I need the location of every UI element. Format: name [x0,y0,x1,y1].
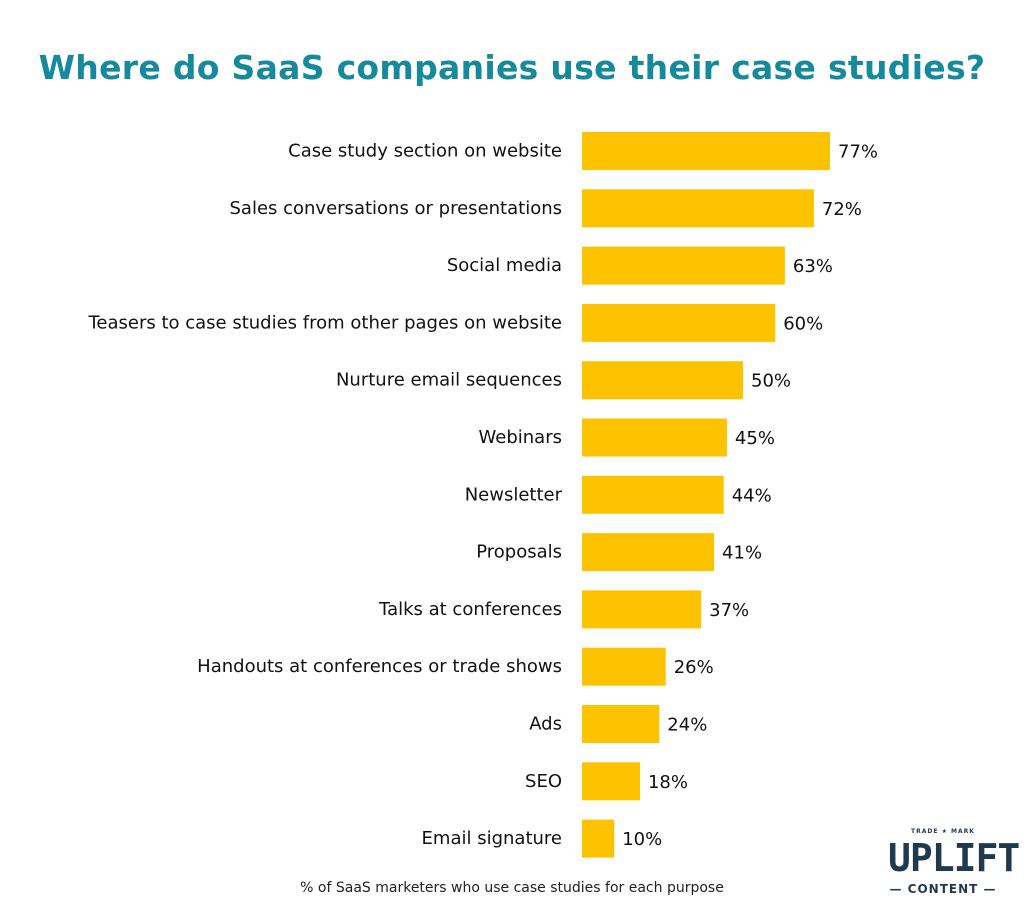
logo-trademark-text: TRADE ★ MARK [911,828,975,835]
chart-caption: % of SaaS marketers who use case studies… [300,880,724,896]
data-label: 26% [674,657,714,678]
category-label: Social media [447,255,562,276]
bar [582,533,715,572]
category-label: Nurture email sequences [336,370,562,391]
category-label: Webinars [479,427,562,448]
bar [582,819,615,858]
bar [582,303,776,342]
data-label: 72% [822,199,862,220]
bar [582,246,785,285]
bar [582,418,727,457]
data-label: 18% [648,772,688,793]
data-label: 77% [838,142,878,163]
logo-sub-text: — CONTENT — [889,882,997,896]
data-label: 10% [622,829,662,850]
bar [582,189,814,228]
data-label: 63% [793,256,833,277]
bar [582,705,660,743]
data-label: 44% [732,485,772,506]
category-label: Ads [529,714,562,735]
category-label: Teasers to case studies from other pages… [87,312,562,333]
data-label: 45% [735,428,775,449]
logo-main-text: UPLIFT [888,836,1020,880]
bar [582,762,640,801]
category-label: Talks at conferences [378,599,562,620]
data-label: 41% [722,543,762,564]
bar [582,475,724,514]
data-label: 50% [751,371,791,392]
data-label: 24% [667,715,707,736]
category-label: Sales conversations or presentations [229,198,562,219]
data-label: 60% [783,313,823,334]
category-label: Email signature [422,828,562,849]
chart-title: Where do SaaS companies use their case s… [38,48,986,87]
bar [582,647,666,686]
category-label: Handouts at conferences or trade shows [197,656,562,677]
data-label: 37% [709,600,749,621]
category-label: SEO [525,771,562,792]
bar [582,590,702,629]
category-label: Newsletter [465,484,563,505]
category-label: Proposals [476,542,562,563]
uplift-content-logo: TRADE ★ MARK UPLIFT — CONTENT — [888,828,1020,902]
bar [582,361,744,400]
category-label: Case study section on website [288,141,562,162]
bar [582,132,830,170]
